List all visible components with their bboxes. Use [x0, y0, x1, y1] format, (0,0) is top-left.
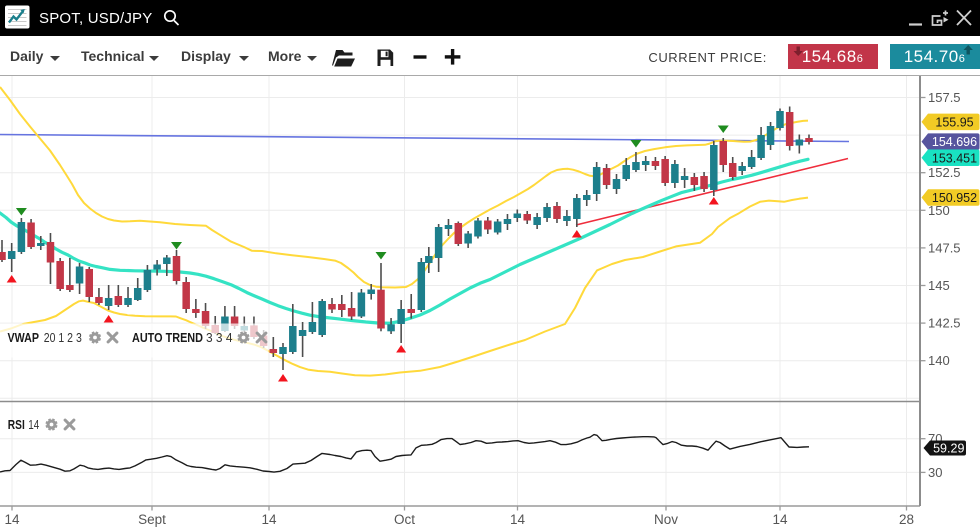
svg-text:14: 14: [261, 512, 277, 527]
svg-text:14: 14: [772, 512, 788, 527]
svg-text:150.952: 150.952: [932, 191, 977, 205]
svg-text:14: 14: [4, 512, 20, 527]
svg-text:140: 140: [928, 353, 950, 368]
svg-text:152.5: 152.5: [928, 165, 961, 180]
svg-text:Nov: Nov: [654, 512, 678, 527]
svg-text:Sept: Sept: [138, 512, 166, 527]
svg-text:20 1 2 3: 20 1 2 3: [44, 331, 82, 345]
svg-text:157.5: 157.5: [928, 90, 961, 105]
svg-text:VWAP: VWAP: [8, 331, 40, 345]
svg-text:28: 28: [899, 512, 914, 527]
svg-text:14: 14: [28, 418, 39, 432]
svg-text:150: 150: [928, 203, 950, 218]
svg-text:153.451: 153.451: [932, 151, 977, 165]
svg-text:147.5: 147.5: [928, 240, 961, 255]
svg-text:155.95: 155.95: [935, 116, 973, 130]
svg-text:14: 14: [510, 512, 526, 527]
svg-text:154.696: 154.696: [932, 135, 977, 149]
svg-text:Oct: Oct: [394, 512, 415, 527]
svg-text:59.29: 59.29: [933, 442, 964, 456]
svg-text:145: 145: [928, 278, 950, 293]
svg-text:RSI: RSI: [8, 418, 25, 432]
svg-text:142.5: 142.5: [928, 316, 961, 331]
svg-text:30: 30: [928, 465, 942, 480]
svg-text:AUTO TREND: AUTO TREND: [132, 331, 203, 345]
svg-text:3 3 4: 3 3 4: [206, 331, 233, 345]
